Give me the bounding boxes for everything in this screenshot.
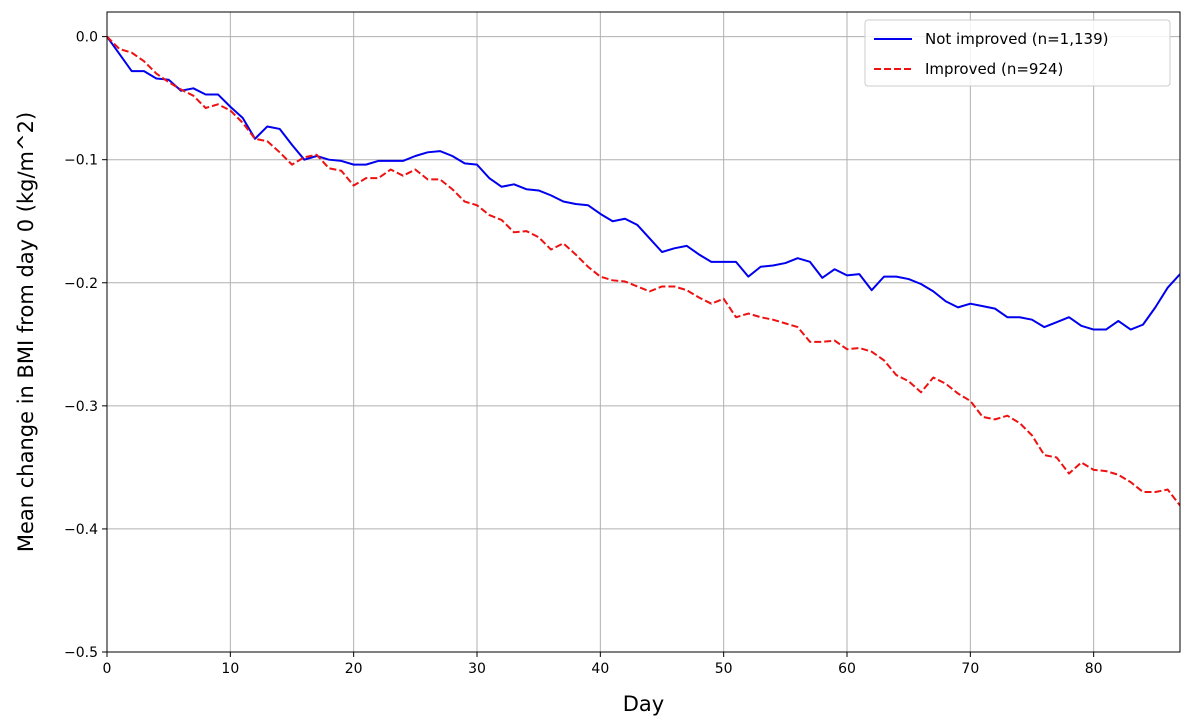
legend: Not improved (n=1,139) Improved (n=924) — [864, 19, 1171, 87]
x-tick-label: 40 — [591, 661, 609, 677]
x-tick-label: 10 — [221, 661, 239, 677]
x-tick-label: 60 — [838, 661, 856, 677]
x-tick-label: 70 — [961, 661, 979, 677]
y-axis-title: Mean change in BMI from day 0 (kg/m^2) — [14, 112, 38, 552]
y-tick-label: 0.0 — [76, 30, 98, 46]
plot-area-frame — [106, 11, 1181, 653]
y-tick-label: −0.4 — [64, 522, 98, 538]
x-tick-label: 30 — [468, 661, 486, 677]
y-axis-ticks: 0.0 −0.1 −0.2 −0.3 −0.4 −0.5 — [64, 30, 107, 661]
series-layer — [107, 35, 1180, 507]
x-tick-label: 80 — [1085, 661, 1103, 677]
x-tick-label: 20 — [345, 661, 363, 677]
legend-box — [864, 19, 1171, 87]
series-line-not-improved — [107, 36, 1180, 331]
y-tick-label: −0.1 — [64, 153, 98, 169]
y-tick-label: −0.2 — [64, 276, 98, 292]
y-tick-label: −0.5 — [64, 645, 98, 661]
grid — [106, 12, 1180, 653]
x-axis-title: Day — [623, 692, 664, 716]
x-tick-label: 0 — [103, 661, 112, 677]
x-tick-label: 50 — [715, 661, 733, 677]
x-axis-ticks: 0 10 20 30 40 50 60 70 80 — [103, 652, 1103, 677]
legend-label-not-improved: Not improved (n=1,139) — [925, 30, 1108, 48]
series-line-improved — [107, 35, 1180, 507]
y-tick-label: −0.3 — [64, 399, 98, 415]
legend-label-improved: Improved (n=924) — [925, 60, 1063, 78]
